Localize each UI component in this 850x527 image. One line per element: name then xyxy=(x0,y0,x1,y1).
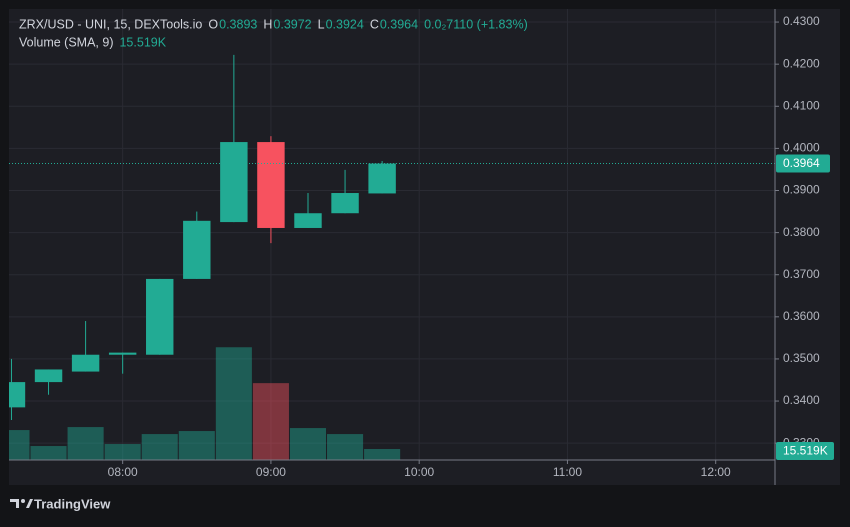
legend-ohlc-label: C xyxy=(370,17,379,31)
legend-change: 0.0₂7110 (+1.83%) xyxy=(424,17,528,31)
volume-bar xyxy=(9,430,30,460)
x-tick-label: 08:00 xyxy=(108,465,138,479)
legend-symbol: ZRX/USD - UNI, 15, DEXTools.io xyxy=(19,17,202,31)
candle-body xyxy=(331,193,359,214)
y-tick-label: 0.4000 xyxy=(783,141,820,155)
y-tick-label: 0.3900 xyxy=(783,183,820,197)
volume-bar xyxy=(364,449,401,460)
y-tick-label: 0.4300 xyxy=(783,14,820,28)
logo-icon xyxy=(10,499,19,508)
y-tick-label: 0.3600 xyxy=(783,309,820,323)
y-tick-label: 0.3700 xyxy=(783,267,820,281)
volume-bar xyxy=(67,427,104,460)
candle-body xyxy=(220,142,248,223)
candle-body xyxy=(257,142,285,228)
x-tick-label: 10:00 xyxy=(404,465,434,479)
candle-body xyxy=(9,382,26,408)
legend: ZRX/USD - UNI, 15, DEXTools.io O 0.3893 H 0.… xyxy=(19,17,528,49)
candle-body xyxy=(146,278,174,355)
y-tick-label: 0.3400 xyxy=(783,393,820,407)
candle-body xyxy=(71,354,100,372)
plot-area xyxy=(9,54,775,460)
volume-bar xyxy=(327,434,364,460)
legend-ohlc-label: L xyxy=(318,17,325,31)
legend-ohlc-value: 0.3972 xyxy=(273,17,311,31)
chart-panel xyxy=(9,9,840,485)
candle-body xyxy=(183,220,211,279)
candle-body xyxy=(34,369,63,383)
x-tick-label: 11:00 xyxy=(553,465,582,479)
y-tick-label: 0.4200 xyxy=(783,56,820,70)
last-price-box xyxy=(776,154,830,173)
x-tick-label: 12:00 xyxy=(701,465,731,479)
legend-ohlc-label: H xyxy=(263,17,272,31)
candle-body xyxy=(108,352,137,355)
volume-bar xyxy=(104,444,141,460)
brand-logo: TradingView xyxy=(10,496,111,511)
axes: 0.4300 0.4200 0.4100 0.4000 0.3900 0.3800 0.37… xyxy=(108,14,834,479)
volume-sma-box xyxy=(776,442,834,460)
y-tick-label: 0.3500 xyxy=(783,351,820,365)
grid xyxy=(9,9,775,460)
legend-volume-sma: 15.519K xyxy=(119,35,166,49)
volume-bar xyxy=(178,431,215,460)
volume-bar xyxy=(215,347,252,460)
last-price-label: 0.3964 xyxy=(783,156,820,170)
logo-icon xyxy=(21,499,25,503)
candle-body xyxy=(294,213,322,228)
volume-bar xyxy=(252,383,289,460)
y-tick-label: 0.4100 xyxy=(783,98,820,112)
legend-volume-title: Volume (SMA, 9) xyxy=(19,35,113,49)
legend-ohlc-label: O xyxy=(208,17,218,31)
legend-ohlc-value: 0.3964 xyxy=(380,17,418,31)
volume-sma-axis-label: 15.519K xyxy=(783,444,828,458)
legend-ohlc-value: 0.3893 xyxy=(219,17,257,31)
volume-bar xyxy=(141,434,178,460)
volume-bar xyxy=(30,446,67,460)
candle-body xyxy=(368,163,396,194)
volume-bar xyxy=(289,428,327,460)
x-tick-label: 09:00 xyxy=(256,465,286,479)
y-tick-label: 0.3800 xyxy=(783,225,820,239)
logo-icon xyxy=(26,499,33,508)
legend-ohlc-value: 0.3924 xyxy=(326,17,364,31)
brand-name: TradingView xyxy=(34,496,111,511)
